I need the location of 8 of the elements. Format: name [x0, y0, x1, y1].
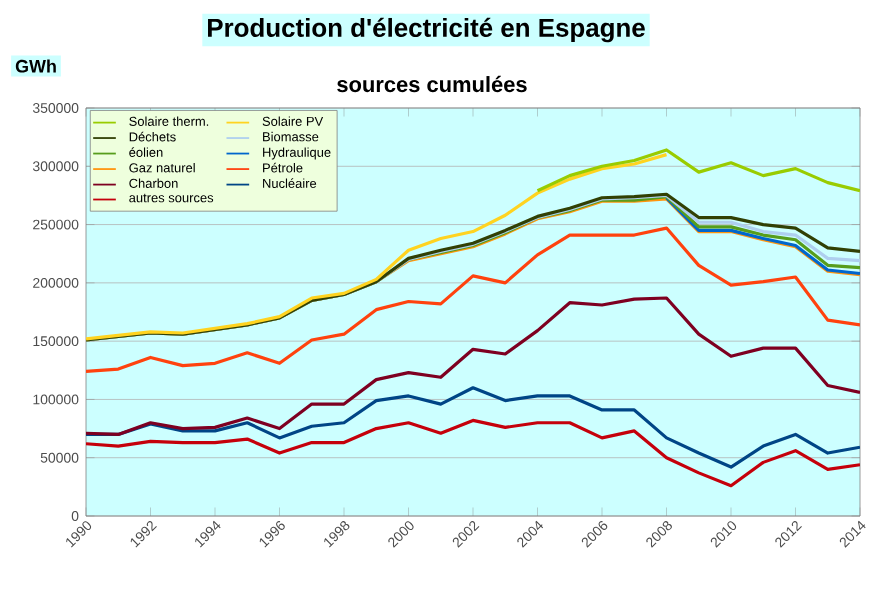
- line-series: [86, 386, 861, 469]
- line-series: [664, 196, 861, 276]
- line-series: [86, 418, 861, 488]
- chart-subtitle: sources cumulées: [337, 75, 527, 93]
- line-series: [86, 296, 861, 436]
- chart-title: Production d'électricité en Espagne: [208, 17, 645, 43]
- y-axis-title: GWh: [15, 59, 56, 73]
- line-series: [535, 148, 861, 193]
